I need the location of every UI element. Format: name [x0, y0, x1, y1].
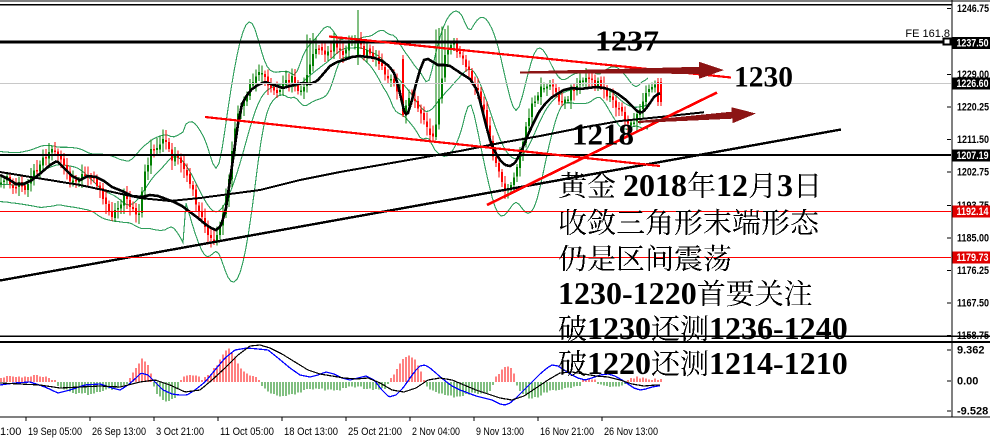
svg-text:-9.528: -9.528: [957, 406, 988, 418]
svg-text:2 Nov 04:00: 2 Nov 04:00: [412, 426, 460, 438]
svg-text:26 Nov 13:00: 26 Nov 13:00: [604, 426, 658, 438]
svg-text:1220.25: 1220.25: [957, 101, 989, 113]
svg-text:19 Sep 05:00: 19 Sep 05:00: [28, 426, 82, 438]
svg-text:1230: 1230: [587, 310, 651, 346]
svg-text:1158.75: 1158.75: [957, 330, 989, 342]
svg-text:3 Oct 21:00: 3 Oct 21:00: [156, 426, 204, 438]
svg-text:9 Nov 13:00: 9 Nov 13:00: [476, 426, 524, 438]
svg-text:1214-1210: 1214-1210: [709, 345, 848, 381]
svg-text:1230-1220: 1230-1220: [558, 275, 697, 311]
svg-text:16 Nov 21:00: 16 Nov 21:00: [540, 426, 594, 438]
svg-text:1237.50: 1237.50: [957, 37, 989, 49]
svg-text:9.362: 9.362: [957, 345, 985, 357]
svg-text:25 Oct 21:00: 25 Oct 21:00: [348, 426, 402, 438]
svg-text:1179.73: 1179.73: [957, 252, 989, 264]
svg-text:FE 161.8: FE 161.8: [905, 28, 950, 40]
svg-text:11 Oct 05:00: 11 Oct 05:00: [220, 426, 274, 438]
svg-text:1176.25: 1176.25: [957, 265, 989, 277]
svg-text:26 Sep 13:00: 26 Sep 13:00: [92, 426, 146, 438]
svg-text:1230: 1230: [734, 61, 793, 94]
svg-text:1202.75: 1202.75: [957, 167, 989, 179]
svg-text:1226.60: 1226.60: [957, 78, 989, 90]
svg-text:12: 12: [716, 167, 748, 203]
svg-text:1211.50: 1211.50: [957, 134, 989, 146]
svg-text:1246.75: 1246.75: [957, 3, 989, 15]
svg-text:18 Oct 13:00: 18 Oct 13:00: [284, 426, 338, 438]
svg-text:1237: 1237: [595, 26, 659, 58]
svg-text:1218: 1218: [572, 117, 634, 152]
svg-text:1192.14: 1192.14: [957, 206, 990, 218]
svg-text:1236-1240: 1236-1240: [709, 310, 848, 346]
svg-text:1:00: 1:00: [0, 426, 21, 438]
svg-text:1167.50: 1167.50: [957, 297, 989, 309]
svg-text:3: 3: [777, 167, 793, 203]
svg-text:1207.19: 1207.19: [957, 150, 989, 162]
svg-text:2018: 2018: [623, 167, 687, 203]
svg-text:1185.00: 1185.00: [957, 232, 989, 244]
svg-text:0.00: 0.00: [957, 376, 978, 388]
svg-text:1220: 1220: [587, 345, 651, 381]
